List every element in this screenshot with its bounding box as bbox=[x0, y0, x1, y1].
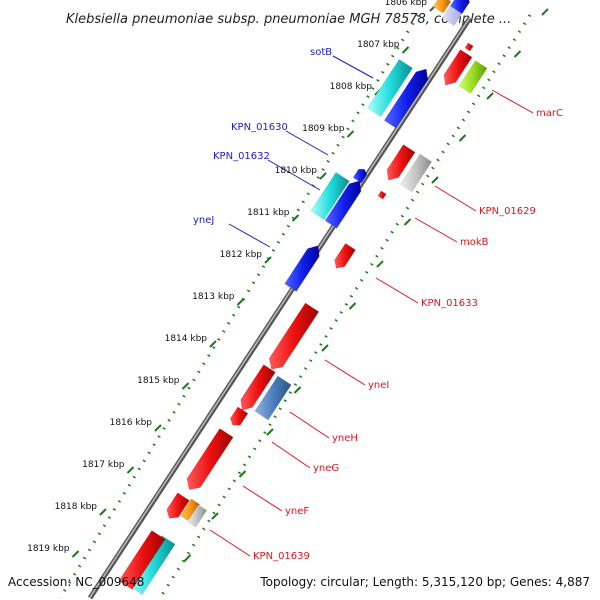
label-connectors bbox=[209, 55, 534, 557]
gene-ynei-b bbox=[240, 364, 276, 411]
major-tick bbox=[264, 256, 272, 264]
tick-label-1810-kbp: 1810 kbp bbox=[275, 166, 318, 176]
gene-label-yneg: yneG bbox=[313, 463, 339, 474]
gene-label-ynej: yneJ bbox=[193, 215, 214, 226]
gene-label-kpn-01639: KPN_01639 bbox=[253, 551, 310, 562]
major-tick bbox=[486, 92, 494, 100]
gene-ynej bbox=[284, 245, 320, 292]
tick-label-1819-kbp: 1819 kbp bbox=[27, 544, 70, 554]
gene-kpn01629-gray bbox=[399, 153, 433, 193]
gene-sotb-cyan bbox=[367, 59, 413, 117]
major-tick bbox=[541, 8, 549, 16]
gene-marc-red bbox=[443, 49, 473, 86]
major-tick bbox=[211, 512, 219, 520]
gene-kpn01632-cyan bbox=[310, 172, 350, 220]
major-tick bbox=[401, 46, 410, 54]
map-title: Klebsiella pneumoniae subsp. pneumoniae … bbox=[66, 12, 511, 27]
gene-kpn01639-a bbox=[166, 492, 190, 519]
tick-label-1808-kbp: 1808 kbp bbox=[330, 82, 373, 92]
major-tick bbox=[293, 386, 302, 394]
major-tick bbox=[458, 134, 467, 142]
gene-label-sotb: sotB bbox=[310, 47, 332, 58]
gene-kpn01639-gray bbox=[186, 504, 208, 528]
gene-yneh bbox=[254, 375, 292, 421]
tick-label-1814-kbp: 1814 kbp bbox=[165, 334, 208, 344]
gene-bottom-red bbox=[118, 530, 166, 590]
major-tick bbox=[209, 340, 217, 348]
gene-ynei bbox=[268, 302, 320, 370]
gene-yneg-small bbox=[229, 406, 249, 426]
gene-label-yneh: yneH bbox=[332, 433, 358, 444]
major-tick bbox=[238, 470, 247, 478]
major-tick bbox=[376, 260, 384, 268]
gene-top-lavender bbox=[441, 5, 463, 27]
major-tick bbox=[431, 176, 439, 184]
major-tick bbox=[321, 344, 329, 352]
gene-kpn01633 bbox=[334, 243, 356, 269]
gene-label-mokb: mokB bbox=[460, 237, 489, 248]
gene-label-kpn-01632: KPN_01632 bbox=[213, 151, 270, 162]
tick-label-1817-kbp: 1817 kbp bbox=[82, 460, 125, 470]
tick-label-1813-kbp: 1813 kbp bbox=[192, 292, 235, 302]
gene-features bbox=[118, 0, 488, 595]
gene-top-blue bbox=[449, 0, 470, 15]
tick-label-1809-kbp: 1809 kbp bbox=[302, 124, 345, 134]
gene-sotb-blue bbox=[383, 68, 429, 129]
gene-kpn01630 bbox=[352, 168, 368, 184]
major-tick bbox=[71, 550, 80, 558]
gene-marc-lime bbox=[458, 60, 488, 94]
major-tick bbox=[266, 428, 274, 436]
accession-text: Accession: NC_009648 bbox=[8, 575, 144, 589]
major-tick bbox=[154, 424, 162, 432]
gene-label-ynei: yneI bbox=[368, 380, 389, 391]
major-tick bbox=[126, 466, 135, 474]
gene-top-orange bbox=[432, 0, 452, 14]
tick-label-1815-kbp: 1815 kbp bbox=[137, 376, 180, 386]
tick-label-1816-kbp: 1816 kbp bbox=[110, 418, 153, 428]
gene-kpn01629-red bbox=[386, 144, 416, 181]
gene-label-kpn-01629: KPN_01629 bbox=[479, 206, 536, 217]
major-tick bbox=[403, 218, 412, 226]
topology-text: Topology: circular; Length: 5,315,120 bp… bbox=[259, 575, 590, 589]
major-tick bbox=[291, 214, 300, 222]
gene-ynef bbox=[186, 428, 234, 491]
major-tick bbox=[346, 130, 355, 138]
major-tick bbox=[181, 382, 190, 390]
tick-labels: 1806 kbp 1807 kbp 1808 kbp 1809 kbp 1810 kbp… bbox=[27, 0, 427, 554]
major-tick bbox=[319, 172, 327, 180]
tick-label-1818-kbp: 1818 kbp bbox=[55, 502, 98, 512]
gene-label-marc: marC bbox=[536, 108, 563, 119]
tick-label-1807-kbp: 1807 kbp bbox=[357, 40, 400, 50]
major-tick bbox=[99, 508, 107, 516]
tick-label-1806-kbp: 1806 kbp bbox=[385, 0, 428, 8]
tick-label-1812-kbp: 1812 kbp bbox=[220, 250, 263, 260]
gene-mokb bbox=[377, 190, 387, 200]
gene-label-kpn-01630: KPN_01630 bbox=[231, 122, 288, 133]
tick-label-1811-kbp: 1811 kbp bbox=[247, 208, 290, 218]
gene-labels: sotB KPN_01630 KPN_01632 yneJ marC KPN_01629m… bbox=[193, 47, 563, 562]
gene-label-ynef: yneF bbox=[285, 506, 309, 517]
genome-backbone bbox=[87, 16, 473, 600]
major-tick bbox=[236, 298, 245, 306]
gene-top-red-small bbox=[464, 42, 474, 52]
major-tick bbox=[513, 50, 522, 58]
gene-kpn01632-blue bbox=[324, 180, 362, 229]
major-tick bbox=[183, 554, 192, 562]
major-tick bbox=[348, 302, 357, 310]
tick-mark-track bbox=[58, 4, 549, 599]
gene-label-kpn-01633: KPN_01633 bbox=[421, 298, 478, 309]
